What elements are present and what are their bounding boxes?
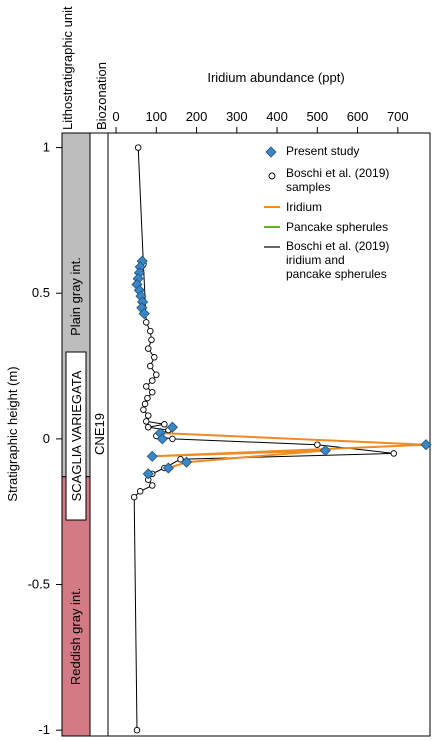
present-study-point [180,456,193,468]
boschi-sample-point [141,400,149,408]
boschi-sample-point [148,336,155,344]
plot-frame [107,132,431,737]
present-study-point [156,433,168,445]
biozone-label: CNE19 [92,413,107,455]
y-tick-label: 0.5 [32,285,50,300]
boschi-sample-point [390,450,398,457]
x-tick-label: 600 [347,109,369,124]
boschi-sample-point [130,493,138,501]
present-study-point [166,421,178,433]
formation-label: SCAGLIA VARIEGATA [69,370,84,501]
boschi-sample-point [147,327,154,335]
x-tick-label: 200 [186,109,208,124]
present-study-point [142,468,154,480]
boschi-sample-point [133,726,141,734]
present-study-point [420,439,432,451]
boschi-sample-point [149,482,156,489]
legend-boschi-lines: Boschi et al. (2019) iridium and pancake… [286,239,393,281]
boschi-sample-point [161,421,168,428]
y-tick-label: 1 [43,140,50,155]
x-tick-label: 0 [112,109,119,124]
litho-header: Lithostratigraphic unit [60,6,75,130]
formation-box [65,351,87,521]
legend-iridium: Iridium [286,200,322,214]
boschi-sample-point [169,435,176,443]
bio-header: Biozonation [94,62,109,130]
boschi-sample-point [314,441,321,448]
legend-boschi-samples: Boschi et al. (2019) samples [286,166,393,194]
boschi-sample-point [142,383,150,390]
present-study-point [146,450,158,462]
boschi-sample-point [144,412,152,419]
upper-unit-label: Plain gray int. [68,257,83,336]
y-tick-label: -1 [38,722,50,737]
lower-unit-label: Reddish gray int. [68,588,83,686]
boschi-sample-point [142,418,150,425]
present-study-point [138,308,150,320]
y-tick-label: -0.5 [28,577,50,592]
y-tick-label: 0 [43,431,50,446]
legend-marker-present [265,146,277,158]
legend-present-study: Present study [286,144,359,158]
boschi-sample-point [151,354,158,361]
x-tick-label: 500 [306,109,328,124]
x-tick-label: 100 [145,109,167,124]
y-axis-label: Stratigraphic height (m) [5,366,20,501]
boschi-sample-point [149,389,156,396]
boschi-sample-point [144,394,151,402]
boschi-sample-point [147,362,154,370]
iridium-line [152,432,427,469]
x-axis-label: Iridium abundance (ppt) [207,70,344,85]
legend-pancake: Pancake spherules [286,220,388,234]
present-study-point [162,462,174,474]
x-tick-label: 300 [226,109,248,124]
x-tick-label: 400 [266,109,288,124]
boschi-sample-point [177,456,184,463]
boschi-sample-point [153,371,160,379]
boschi-sample-point [142,319,150,326]
boschi-sample-point [136,488,144,495]
boschi-sample-point [144,423,152,431]
boschi-sample-point [144,345,152,352]
legend-marker-boschi [268,172,276,180]
boschi-sample-point [140,406,147,413]
boschi-sample-point [149,377,156,384]
legend: Present study Boschi et al. (2019) sampl… [264,144,393,281]
boschi-sample-point [134,144,142,151]
present-study-point [319,444,331,457]
x-tick-label: 700 [387,109,409,124]
